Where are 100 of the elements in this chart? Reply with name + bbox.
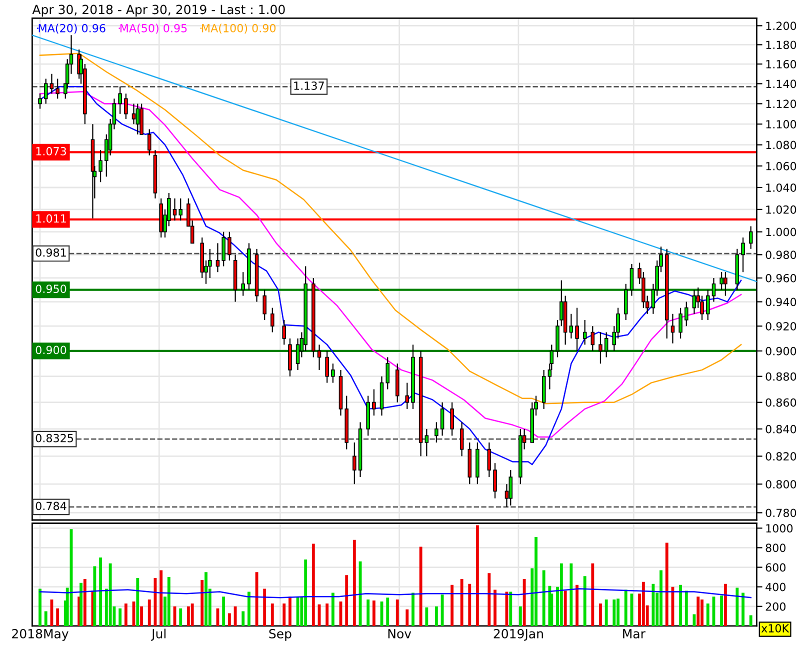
y-tick-label: 1.060 bbox=[766, 162, 796, 170]
bar bbox=[591, 563, 594, 626]
candlestick bbox=[493, 462, 497, 499]
chart-title: Apr 30, 2018 - Apr 30, 2019 - Last : 1.00 bbox=[32, 4, 285, 17]
candlestick bbox=[317, 344, 322, 371]
candlestick bbox=[678, 307, 682, 340]
bar bbox=[684, 590, 688, 626]
candlestick bbox=[508, 470, 513, 506]
candlestick bbox=[741, 236, 745, 273]
ref-line-label: 1.073 bbox=[36, 146, 66, 156]
candlestick bbox=[434, 422, 438, 444]
line-series bbox=[39, 588, 752, 598]
bar bbox=[642, 582, 645, 626]
candlestick bbox=[222, 231, 226, 267]
bar bbox=[186, 606, 190, 626]
candlestick bbox=[706, 289, 710, 321]
bar bbox=[386, 598, 390, 626]
candlestick bbox=[118, 86, 122, 114]
bar bbox=[570, 563, 573, 626]
legend-label: MA(50) 0.95 bbox=[120, 24, 187, 34]
y-tick-label: 0.780 bbox=[766, 508, 796, 518]
candlestick bbox=[630, 263, 634, 296]
bar bbox=[425, 607, 428, 626]
y-tick-label: 0.860 bbox=[766, 398, 796, 407]
bar bbox=[406, 609, 409, 626]
candlestick bbox=[575, 307, 579, 352]
bar bbox=[263, 588, 266, 626]
bar bbox=[204, 572, 208, 626]
bar bbox=[366, 600, 370, 626]
y-tick-label: 0.920 bbox=[766, 322, 796, 330]
bar bbox=[118, 608, 122, 626]
bar bbox=[99, 557, 102, 626]
y-tick-label: 1.080 bbox=[766, 140, 796, 150]
candlestick bbox=[724, 272, 728, 296]
bar bbox=[624, 590, 628, 626]
y-tick-label: 0.960 bbox=[766, 274, 796, 282]
bar bbox=[518, 606, 522, 626]
candlestick bbox=[748, 226, 753, 250]
bar bbox=[665, 542, 668, 626]
candlestick bbox=[450, 402, 454, 436]
bar bbox=[494, 590, 496, 626]
bar bbox=[679, 584, 682, 626]
bar bbox=[222, 596, 226, 626]
bar bbox=[396, 600, 399, 626]
bar bbox=[460, 579, 464, 626]
candlestick bbox=[216, 242, 220, 273]
bar bbox=[706, 603, 710, 626]
candlestick bbox=[405, 382, 410, 410]
bar bbox=[660, 570, 662, 626]
bar bbox=[522, 579, 526, 626]
y-axis-title: x10K bbox=[761, 624, 790, 632]
candlestick bbox=[424, 428, 429, 457]
y-tick-label: 1.180 bbox=[766, 40, 796, 50]
candlestick bbox=[44, 78, 48, 104]
candlestick bbox=[38, 93, 42, 110]
bar bbox=[468, 584, 472, 626]
bar bbox=[488, 573, 491, 626]
candlestick bbox=[50, 73, 54, 94]
candlestick bbox=[372, 388, 376, 416]
bar bbox=[326, 603, 329, 626]
y-tick-label: 1.120 bbox=[766, 100, 796, 108]
bar bbox=[108, 563, 112, 626]
candlestick bbox=[270, 307, 274, 333]
candlestick bbox=[712, 277, 716, 302]
bar bbox=[331, 592, 334, 626]
bar bbox=[372, 600, 376, 626]
bar bbox=[583, 576, 586, 626]
y-tick-label: 0.900 bbox=[766, 346, 796, 356]
bar bbox=[242, 611, 245, 626]
bar bbox=[736, 588, 739, 626]
bar bbox=[148, 600, 151, 626]
bar bbox=[80, 582, 82, 626]
y-tick-label: 0.840 bbox=[766, 424, 796, 434]
bar bbox=[692, 614, 696, 626]
x-tick-label: 2018May bbox=[12, 628, 68, 641]
bar bbox=[696, 596, 700, 626]
bar bbox=[248, 592, 250, 626]
bar bbox=[228, 613, 231, 626]
candlestick bbox=[590, 326, 595, 352]
y-tick-label: 1.200 bbox=[766, 22, 796, 30]
bar bbox=[270, 603, 274, 626]
y-tick-label: 0.880 bbox=[766, 372, 796, 381]
bar bbox=[140, 606, 144, 626]
bar bbox=[179, 608, 182, 626]
bar bbox=[440, 594, 444, 626]
ref-line-label: 1.137 bbox=[294, 82, 324, 90]
candlestick bbox=[262, 289, 266, 321]
bar bbox=[700, 600, 704, 626]
candlestick bbox=[98, 150, 102, 183]
legend-label: MA(100) 0.90 bbox=[202, 24, 276, 34]
candlestick bbox=[325, 350, 329, 384]
candlestick bbox=[460, 422, 464, 457]
y-tick-label: 600 bbox=[766, 563, 786, 572]
candlestick bbox=[386, 356, 390, 390]
bar bbox=[652, 584, 655, 626]
candlestick bbox=[692, 289, 696, 314]
bar bbox=[576, 584, 579, 626]
y-tick-label: 400 bbox=[766, 582, 786, 592]
candlestick bbox=[582, 319, 587, 346]
bar bbox=[190, 603, 194, 626]
